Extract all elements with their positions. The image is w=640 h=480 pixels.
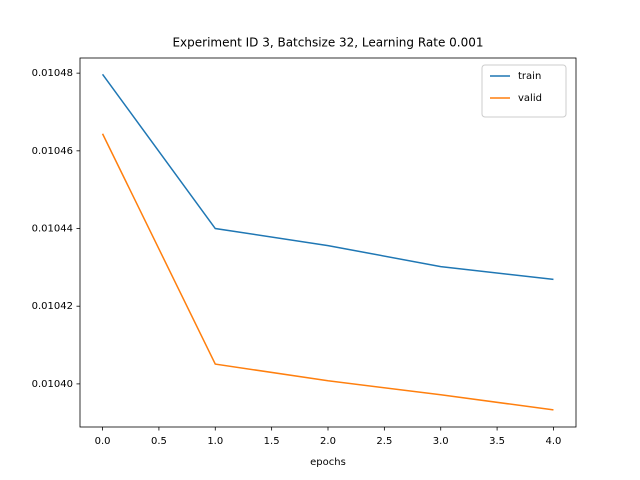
- x-axis-label: epochs: [310, 457, 346, 468]
- y-tick-label: 0.01042: [32, 301, 73, 312]
- legend-label: valid: [518, 93, 542, 104]
- x-tick-label: 1.5: [264, 436, 280, 447]
- y-tick-label: 0.01040: [32, 379, 73, 390]
- x-tick-label: 3.0: [433, 436, 449, 447]
- line: [101, 133, 554, 411]
- x-tick-label: 2.5: [376, 436, 392, 447]
- y-tick-label: 0.01044: [32, 224, 73, 235]
- x-tick-label: 0.5: [151, 436, 167, 447]
- chart-title: Experiment ID 3, Batchsize 32, Learning …: [172, 36, 483, 50]
- x-tick-label: 3.5: [489, 436, 505, 447]
- axes-frame: [79, 57, 577, 428]
- legend-box: [481, 64, 567, 118]
- y-tick-label: 0.01048: [32, 68, 73, 79]
- line: [101, 73, 554, 281]
- legend: train valid: [481, 64, 567, 118]
- x-tick-label: 4.0: [546, 436, 562, 447]
- x-tick-label: 1.0: [207, 436, 223, 447]
- legend-label: train: [518, 71, 541, 82]
- y-tick-label: 0.01046: [32, 146, 73, 157]
- x-tick-label: 0.0: [95, 436, 111, 447]
- x-tick-label: 2.0: [320, 436, 336, 447]
